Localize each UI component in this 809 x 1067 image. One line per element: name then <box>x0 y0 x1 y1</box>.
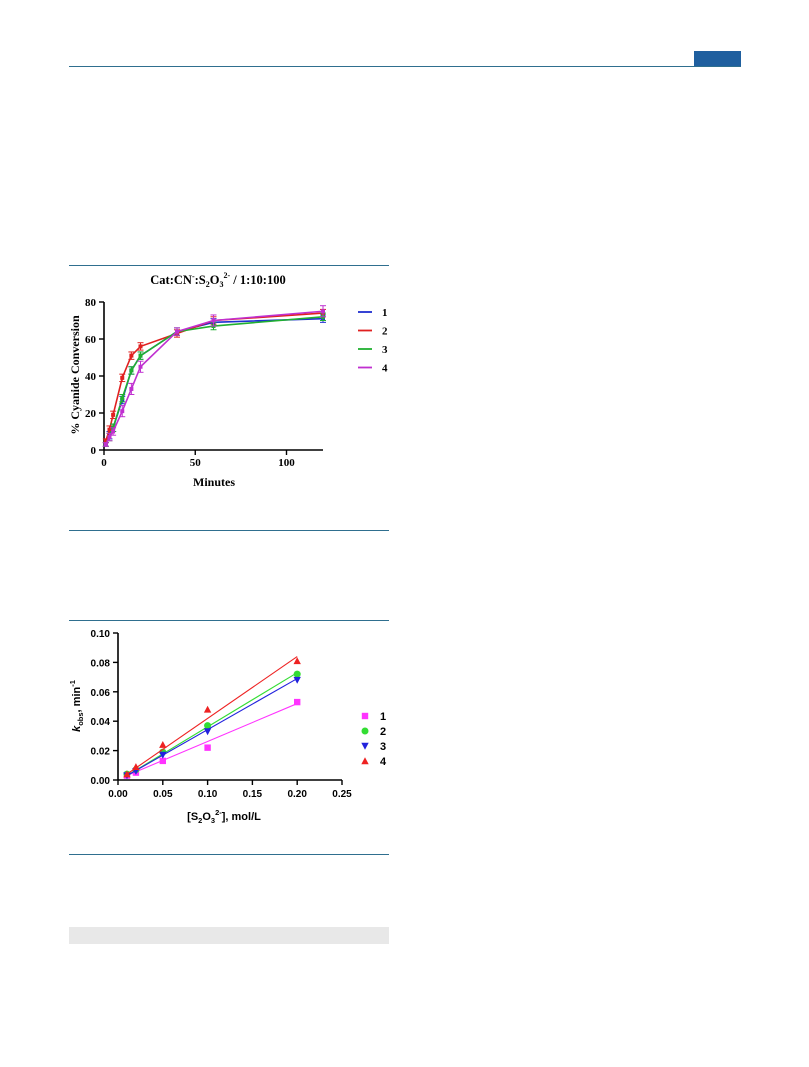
chart1-data-point <box>129 386 134 391</box>
chart1-data-point <box>111 429 116 434</box>
chart2-legend-marker-2 <box>361 727 369 735</box>
chart2-x-tick-label: 0.25 <box>332 789 352 800</box>
chart1-data-point <box>138 344 143 349</box>
chart1-y-tick-label: 0 <box>91 445 97 457</box>
chart1-legend: 1 2 3 4 <box>358 307 388 375</box>
chart2-data-point-1 <box>294 698 301 706</box>
chart1-y-tick-label: 20 <box>85 408 97 420</box>
chart2-data-point-4 <box>203 705 212 713</box>
chart1-data-point <box>103 442 108 447</box>
figure1-top-rule <box>69 265 389 266</box>
chart2-data-point-3 <box>159 751 167 759</box>
chart2-fit-line-2 <box>126 672 298 777</box>
chart2-y-axis-label: kobs, min-1 <box>68 680 85 732</box>
chart1-data-point <box>107 435 112 440</box>
chart1-data-point <box>129 353 134 358</box>
chart2-fit-line-1 <box>126 703 298 777</box>
chart1-axes: 0 20 40 60 80 0 50 100 <box>85 297 323 469</box>
chart1-x-axis-label: Minutes <box>193 475 235 489</box>
chart2-series <box>123 656 301 780</box>
chart1-legend-label-1: 1 <box>382 307 388 319</box>
chart2-data-point-2 <box>204 722 212 730</box>
chart2-x-axis-label: [S2O32-], mol/L <box>187 808 261 825</box>
chart2-legend-marker-4 <box>361 757 369 765</box>
chart2-x-tick-label: 0.05 <box>153 789 173 800</box>
chart1-x-tick-label: 100 <box>278 457 295 469</box>
chart1-legend-label-3: 3 <box>382 344 388 356</box>
chart2-y-tick-label: 0.10 <box>91 629 111 640</box>
chart1-legend-label-4: 4 <box>382 363 388 375</box>
chart1-data-point <box>138 364 143 369</box>
chart2-legend-label-4: 4 <box>380 756 387 768</box>
chart2-y-tick-label: 0.02 <box>91 747 111 758</box>
chart2-legend-label-2: 2 <box>380 726 386 738</box>
chart2-legend-label-1: 1 <box>380 711 386 723</box>
chart1-legend-label-2: 2 <box>382 326 388 338</box>
figure2-top-rule <box>69 620 389 621</box>
chart2-y-tick-label: 0.06 <box>91 688 111 699</box>
chart2-legend: 1 2 3 4 <box>361 711 387 768</box>
chart1-data-point <box>111 412 116 417</box>
chart2-legend-marker-1 <box>361 712 369 720</box>
chart2-y-tick-label: 0.00 <box>91 776 111 787</box>
figure2-bottom-rule <box>69 854 389 855</box>
chart2-data-point-2 <box>293 670 301 678</box>
chart1-y-tick-label: 40 <box>85 371 97 383</box>
chart2-x-tick-label: 0.20 <box>287 789 307 800</box>
chart2-x-tick-label: 0.15 <box>243 789 263 800</box>
header-rule <box>69 66 741 67</box>
chart1-x-tick-label: 0 <box>101 457 107 469</box>
header-accent-bar <box>694 51 741 66</box>
chart2-fit-line-4 <box>126 656 298 775</box>
chart1-data-point <box>103 438 108 443</box>
chart1-x-tick-label: 50 <box>190 457 202 469</box>
chart1-data-point <box>120 396 125 401</box>
chart1-data-point <box>107 427 112 432</box>
figure1-bottom-rule <box>69 530 389 531</box>
chart1-data-point <box>129 368 134 373</box>
chart2-data-point-3 <box>203 728 212 736</box>
chart2-legend-marker-3 <box>361 742 369 750</box>
chart2-y-tick-label: 0.08 <box>91 658 111 669</box>
chart1-title: Cat:CN-:S2O32- / 1:10:100 <box>150 271 285 289</box>
chart1-data-point <box>211 318 216 323</box>
chart2-x-tick-label: 0.10 <box>198 789 218 800</box>
chart2-data-point-3 <box>293 676 301 684</box>
chart2-fit-line-3 <box>126 678 298 777</box>
chart2-y-tick-label: 0.04 <box>91 717 111 728</box>
chart2-legend-label-3: 3 <box>380 741 386 753</box>
chart2-data-point-4 <box>293 657 301 665</box>
chart1-y-tick-label: 60 <box>85 334 97 346</box>
chart2-x-tick-label: 0.00 <box>108 789 128 800</box>
chart1-series <box>102 305 326 447</box>
chart1-data-point <box>120 375 125 380</box>
chart2-data-point-4 <box>159 741 167 748</box>
chart1-data-point <box>175 329 179 334</box>
table-header-band <box>69 927 389 944</box>
chart2-axes: 0.00 0.02 0.04 0.06 0.08 0.10 0.00 0.05 0.10 0.15… <box>91 629 353 800</box>
chart1-data-point <box>138 353 143 358</box>
chart1-data-point <box>321 309 325 314</box>
chart1-y-axis-label: % Cyanide Conversion <box>68 315 82 435</box>
chart2-data-point-4 <box>132 763 140 770</box>
chart2-data-point-1 <box>159 757 166 765</box>
chart1-y-tick-label: 80 <box>85 297 97 309</box>
chart2-data-point-4 <box>123 770 131 778</box>
chart1-data-point <box>120 409 125 414</box>
chart2-data-point-1 <box>204 744 211 751</box>
